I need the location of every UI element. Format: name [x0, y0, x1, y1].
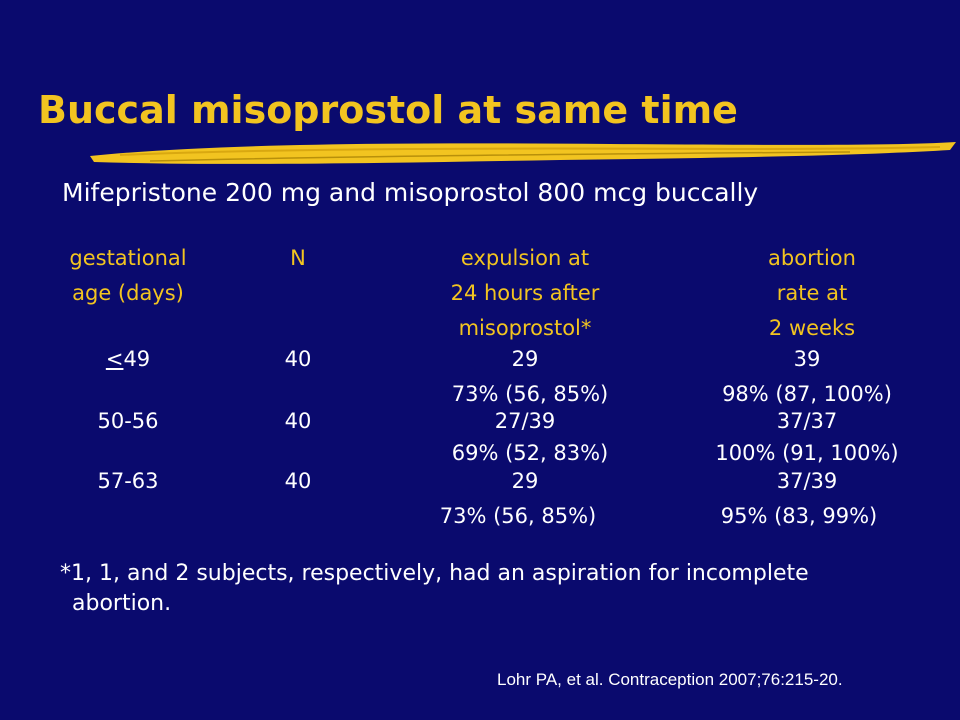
header-gestational-age: gestational age (days) — [69, 246, 187, 305]
row2-expulsion-count: 27/39 — [494, 409, 556, 433]
row1-abortion-count: 39 — [793, 347, 821, 371]
row3-n: 40 — [284, 469, 312, 493]
title-underline-swoosh — [90, 142, 956, 164]
row1-age: <49 — [105, 347, 151, 371]
row1-n: 40 — [284, 347, 312, 371]
row2-expulsion-rate: 69% (52, 83%) — [451, 441, 609, 465]
row3-abortion-rate: 95% (83, 99%) — [720, 504, 878, 528]
row1-expulsion-rate: 73% (56, 85%) — [451, 382, 609, 406]
row3-abortion-count: 37/39 — [776, 469, 838, 493]
row3-expulsion-count: 29 — [511, 469, 539, 493]
row2-abortion-count: 37/37 — [776, 409, 838, 433]
slide-subtitle: Mifepristone 200 mg and misoprostol 800 … — [62, 178, 759, 207]
row3-expulsion-rate: 73% (56, 85%) — [439, 504, 597, 528]
header-expulsion: expulsion at 24 hours after misoprostol* — [450, 246, 600, 340]
row2-age: 50-56 — [97, 409, 159, 433]
citation: Lohr PA, et al. Contraception 2007;76:21… — [497, 670, 843, 689]
row3-age: 57-63 — [97, 469, 159, 493]
header-abortion-rate: abortion rate at 2 weeks — [768, 246, 856, 340]
row2-n: 40 — [284, 409, 312, 433]
row1-expulsion-count: 29 — [511, 347, 539, 371]
header-n: N — [290, 246, 306, 270]
row1-abortion-rate: 98% (87, 100%) — [722, 382, 892, 406]
row2-abortion-rate: 100% (91, 100%) — [715, 441, 899, 465]
footnote: *1, 1, and 2 subjects, respectively, had… — [60, 561, 809, 616]
slide-title: Buccal misoprostol at same time — [38, 88, 738, 132]
